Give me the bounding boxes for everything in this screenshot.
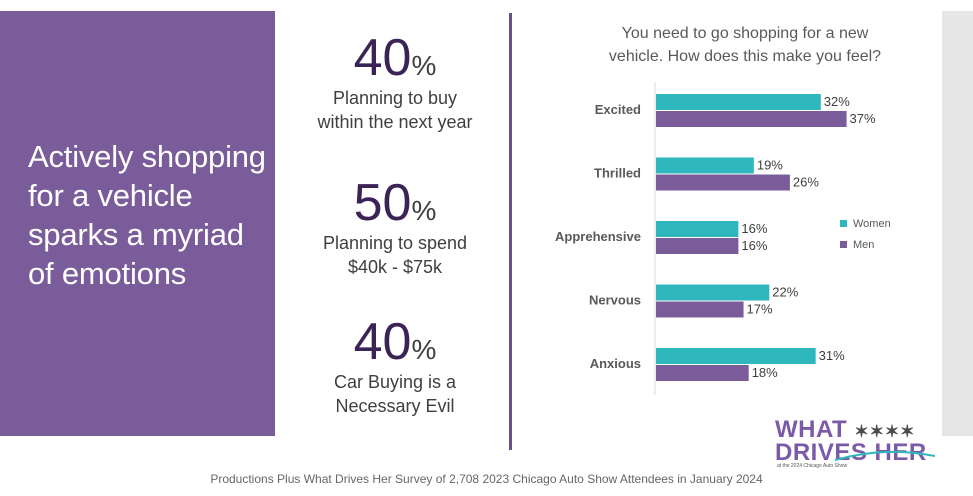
vertical-divider — [509, 13, 512, 450]
logo-swoosh-icon — [835, 450, 935, 461]
data-label-men-excited: 37% — [850, 111, 876, 126]
legend-swatch-women — [840, 220, 847, 227]
footer-source: Productions Plus What Drives Her Survey … — [210, 472, 763, 486]
stat-desc-line: Necessary Evil — [335, 396, 455, 416]
category-label-excited: Excited — [595, 102, 641, 117]
stat-unit: % — [411, 334, 437, 365]
stat-spend-range: 50% Planning to spend $40k - $75k — [290, 177, 500, 279]
data-label-women-excited: 32% — [824, 94, 850, 109]
chart-title-line: You need to go shopping for a new — [621, 25, 869, 42]
stat-desc-line: within the next year — [317, 112, 473, 132]
stat-value: 40% — [290, 32, 500, 84]
left-panel: Actively shopping for a vehicle sparks a… — [0, 11, 275, 436]
logo-word: WHAT — [775, 416, 848, 443]
what-drives-her-logo: WHAT ✶✶✶✶ DRIVES HER at the 2024 Chicago… — [775, 418, 940, 469]
legend-label-women: Women — [853, 218, 891, 230]
data-label-women-anxious: 31% — [819, 348, 845, 363]
bar-men-nervous — [656, 301, 744, 318]
data-label-men-thrilled: 26% — [793, 175, 819, 190]
stat-description: Planning to buy within the next year — [290, 86, 500, 134]
bar-women-nervous — [656, 284, 770, 301]
legend-swatch-men — [840, 241, 847, 248]
bar-men-thrilled — [656, 174, 790, 191]
stat-desc-line: Planning to spend — [322, 233, 468, 253]
category-label-anxious: Anxious — [590, 356, 641, 371]
category-label-nervous: Nervous — [589, 293, 641, 308]
logo-stars: ✶✶✶✶ — [854, 422, 916, 441]
stat-desc-line: Car Buying is a — [333, 372, 457, 392]
data-label-men-apprehensive: 16% — [741, 238, 767, 253]
bar-men-anxious — [656, 365, 749, 381]
stat-desc-line: $40k - $75k — [347, 257, 443, 277]
bar-men-apprehensive — [656, 238, 739, 254]
logo-line1: WHAT ✶✶✶✶ — [775, 418, 915, 444]
stat-desc-line: Planning to buy — [332, 88, 458, 108]
stat-value: 50% — [290, 177, 500, 229]
data-label-women-apprehensive: 16% — [741, 221, 767, 236]
emotions-bar-chart: Excited 32%37% Thrilled 19% 26% Apprehensive 1… — [555, 82, 891, 395]
stat-buy-next-year: 40% Planning to buy within the next year — [290, 32, 500, 134]
stat-number: 40 — [353, 29, 412, 87]
stat-number: 50 — [353, 174, 412, 232]
data-label-women-thrilled: 19% — [757, 158, 783, 173]
stat-number: 40 — [353, 313, 412, 371]
stat-unit: % — [411, 195, 437, 226]
logo-subtitle: at the 2024 Chicago Auto Show — [777, 463, 848, 469]
stat-value: 40% — [290, 316, 500, 368]
bar-men-excited — [656, 111, 847, 127]
right-edge-strip — [942, 11, 973, 436]
stat-unit: % — [411, 50, 437, 81]
bar-women-apprehensive — [656, 221, 739, 237]
bar-women-excited — [656, 94, 821, 110]
data-label-men-anxious: 18% — [752, 365, 778, 380]
chart-title: You need to go shopping for a new vehicl… — [560, 22, 930, 68]
chart-title-line: vehicle. How does this make you feel? — [608, 48, 882, 65]
stat-description: Car Buying is a Necessary Evil — [290, 370, 500, 418]
legend-label-men: Men — [853, 239, 874, 251]
bar-women-thrilled — [656, 157, 754, 174]
bar-women-anxious — [656, 348, 816, 364]
headline: Actively shopping for a vehicle sparks a… — [28, 139, 266, 291]
stat-description: Planning to spend $40k - $75k — [290, 231, 500, 279]
category-label-thrilled: Thrilled — [594, 166, 641, 181]
data-label-women-nervous: 22% — [772, 285, 798, 300]
data-label-men-nervous: 17% — [747, 302, 773, 317]
stat-necessary-evil: 40% Car Buying is a Necessary Evil — [290, 316, 500, 418]
category-label-apprehensive: Apprehensive — [555, 229, 641, 244]
